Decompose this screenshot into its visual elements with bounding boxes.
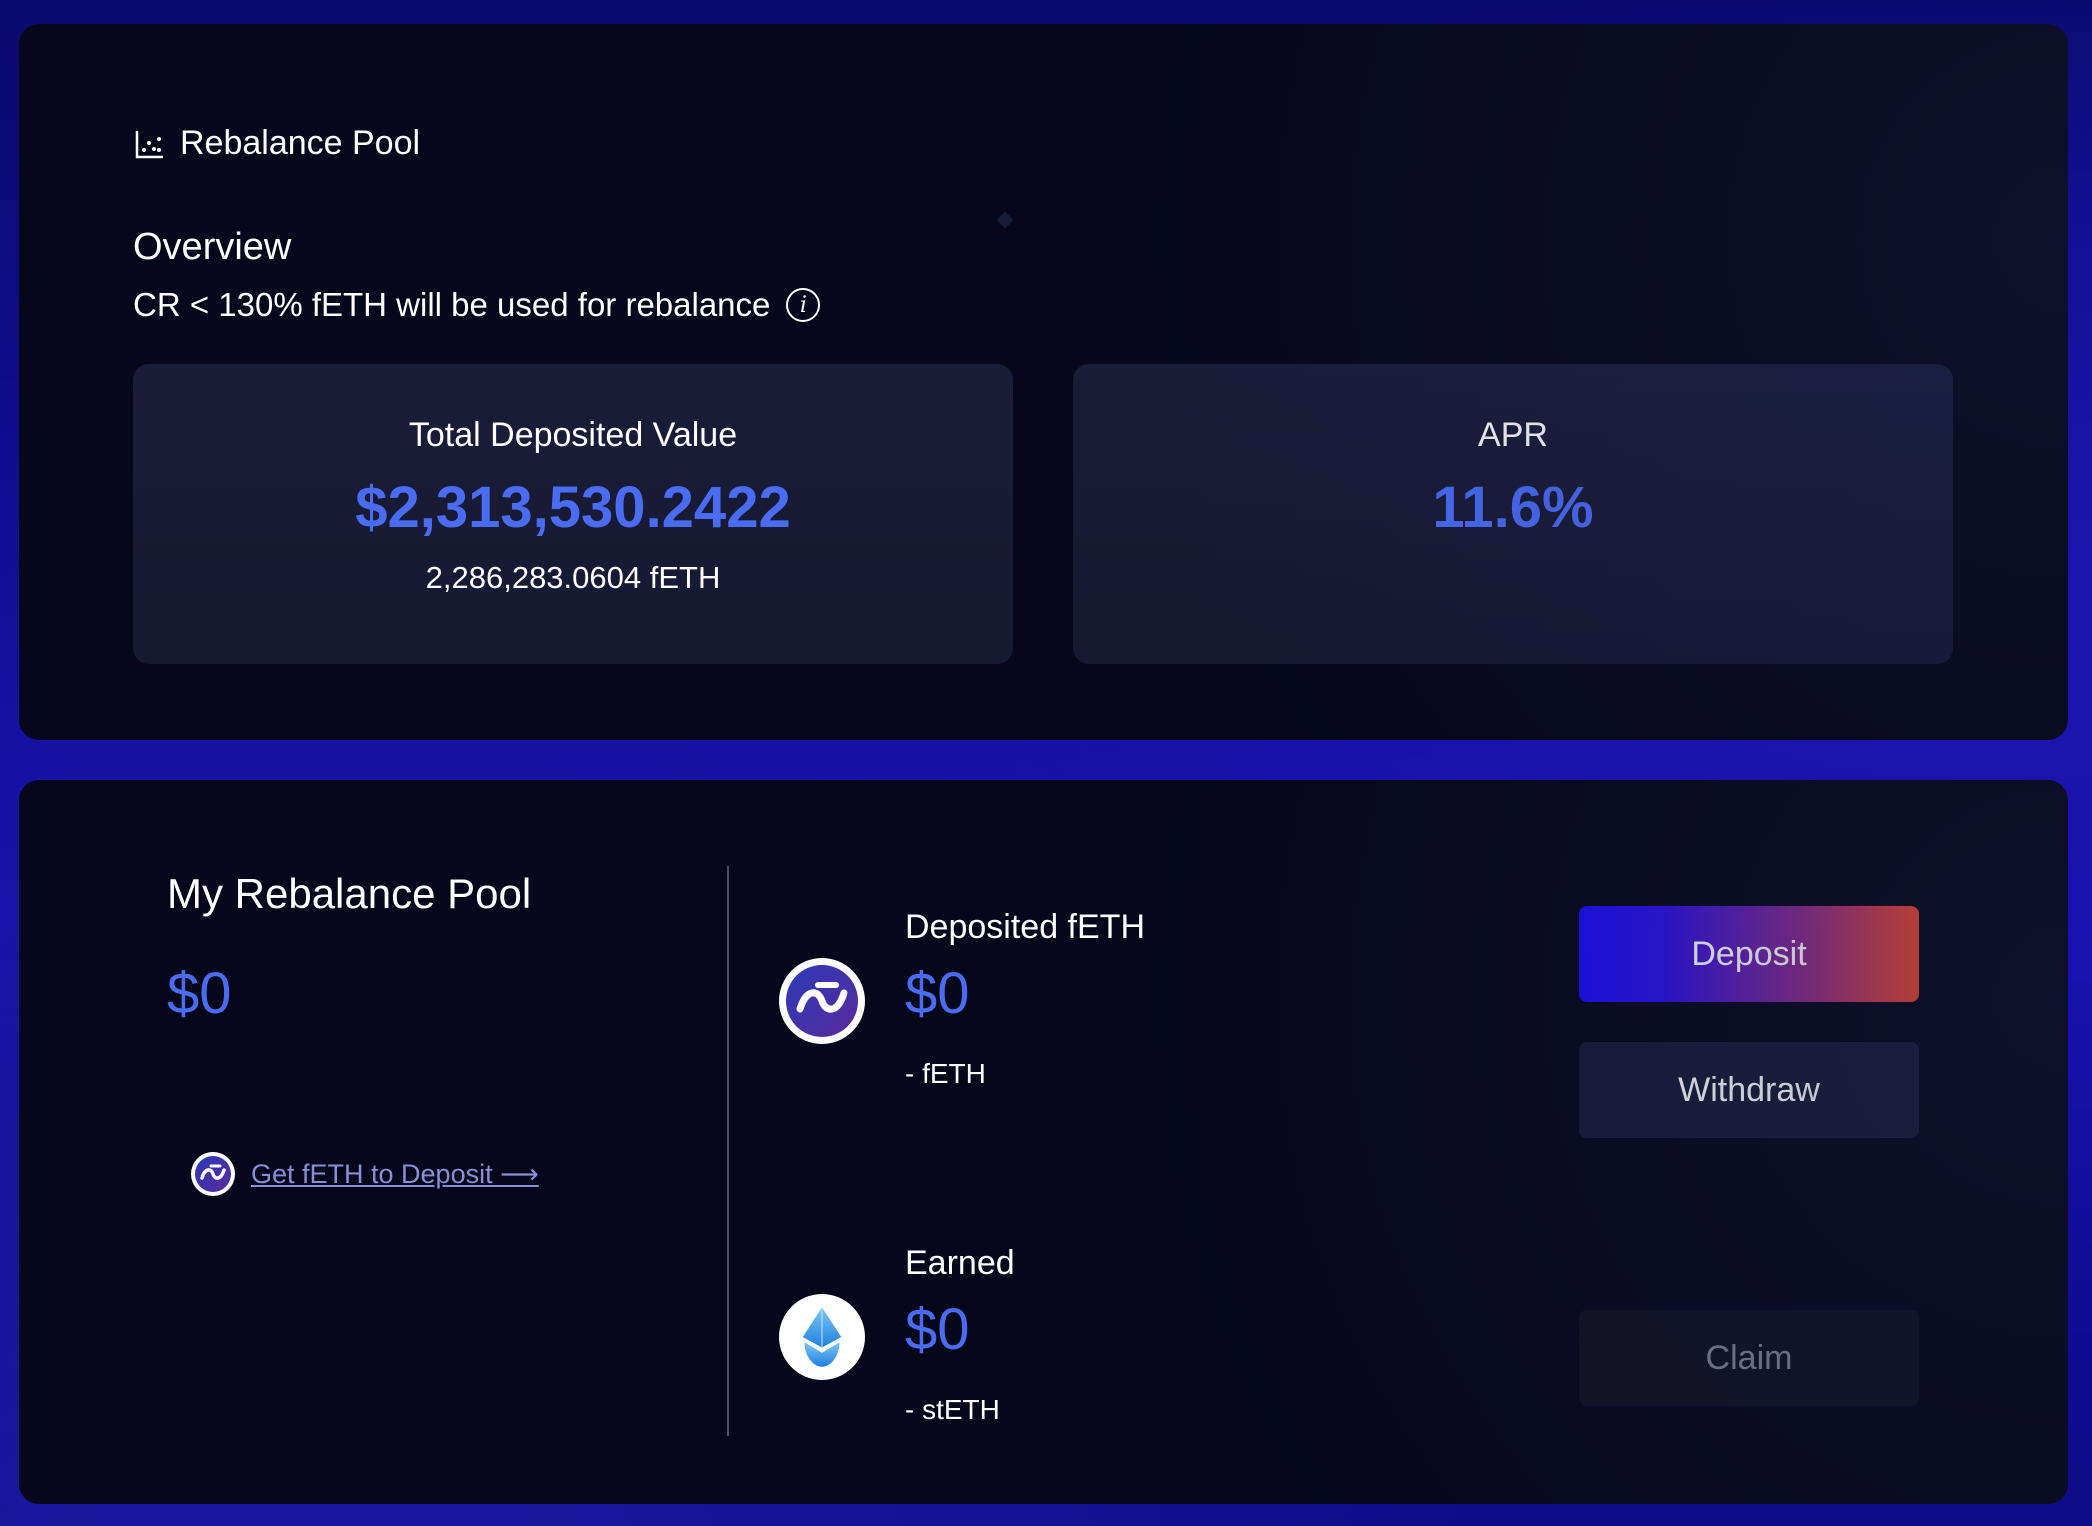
deposited-feth-value: $0 (905, 961, 970, 1026)
overview-subtitle: CR < 130% fETH will be used for rebalanc… (133, 286, 771, 323)
overview-subtitle-row: CR < 130% fETH will be used for rebalanc… (133, 286, 821, 324)
info-icon[interactable]: i (786, 288, 821, 322)
apr-value: 11.6% (1432, 475, 1594, 540)
earned-steth-amount: - stETH (905, 1394, 1000, 1425)
my-rebalance-pool-panel: My Rebalance Pool $0 Get fETH to Deposit… (19, 780, 2068, 1504)
claim-button[interactable]: Claim (1579, 1310, 1919, 1406)
my-pool-value: $0 (167, 961, 232, 1026)
tvl-value: $2,313,530.2422 (355, 475, 791, 540)
rebalance-pool-overview-panel: Rebalance Pool Overview CR < 130% fETH w… (19, 24, 2068, 740)
get-feth-link-row[interactable]: Get fETH to Deposit ⟶ (191, 1152, 539, 1196)
pool-title-row: Rebalance Pool (134, 124, 420, 163)
get-feth-to-deposit-link[interactable]: Get fETH to Deposit ⟶ (251, 1158, 539, 1189)
my-pool-title: My Rebalance Pool (167, 870, 532, 917)
deposit-button[interactable]: Deposit (1579, 906, 1919, 1002)
tvl-feth-amount: 2,286,283.0604 fETH (425, 560, 721, 595)
section-title: Rebalance Pool (180, 124, 421, 162)
apr-card: APR 11.6% (1073, 364, 1953, 664)
withdraw-button[interactable]: Withdraw (1579, 1042, 1919, 1138)
chart-scatter-icon (135, 130, 163, 158)
apr-label: APR (1478, 416, 1548, 454)
decor-dot (996, 211, 1014, 229)
total-deposited-value-card: Total Deposited Value $2,313,530.2422 2,… (133, 364, 1013, 664)
earned-value: $0 (905, 1297, 970, 1362)
feth-logo-icon (191, 1152, 235, 1196)
feth-logo-icon (779, 958, 865, 1044)
overview-title: Overview (133, 226, 292, 268)
tvl-label: Total Deposited Value (408, 416, 738, 454)
deposited-feth-label: Deposited fETH (905, 908, 1145, 946)
vertical-divider (727, 866, 729, 1436)
steth-logo-icon (779, 1294, 865, 1380)
deposited-feth-amount: - fETH (905, 1058, 986, 1089)
earned-label: Earned (905, 1244, 1015, 1282)
